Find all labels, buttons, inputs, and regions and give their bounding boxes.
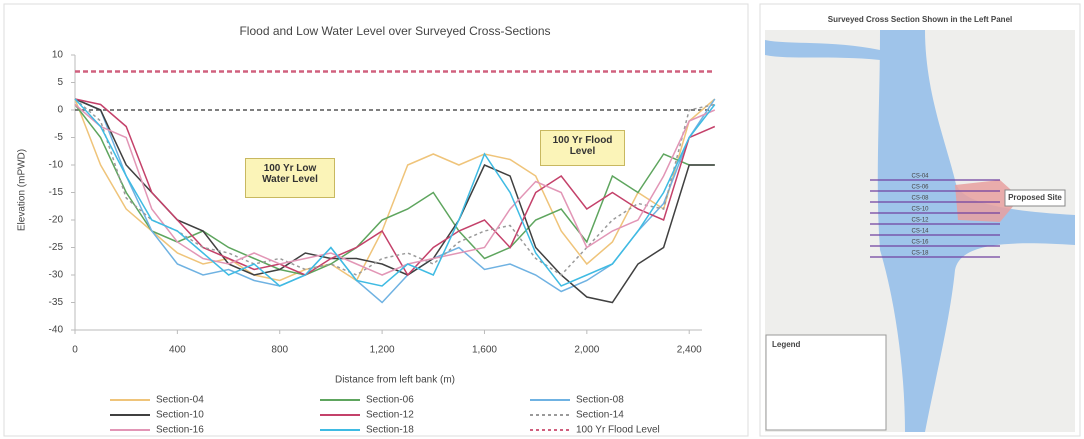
map-title: Surveyed Cross Section Shown in the Left… xyxy=(828,15,1012,24)
chart-title: Flood and Low Water Level over Surveyed … xyxy=(239,24,550,38)
legend-label: Section-06 xyxy=(366,395,414,406)
legend-label: Section-12 xyxy=(366,410,414,421)
y-tick-label: -20 xyxy=(49,215,64,226)
annotation: 100 Yr Low Water Level xyxy=(245,158,335,198)
map-legend xyxy=(766,335,886,430)
chart: Flood and Low Water Level over Surveyed … xyxy=(0,0,1084,439)
map-legend-title: Legend xyxy=(772,340,801,349)
x-tick-label: 1,600 xyxy=(472,345,497,356)
page: Flood and Low Water Level over Surveyed … xyxy=(0,0,1084,439)
y-tick-label: -35 xyxy=(49,297,64,308)
legend-label: Section-18 xyxy=(366,425,414,436)
legend-label: Section-16 xyxy=(156,425,204,436)
section-label: CS-14 xyxy=(911,229,929,235)
section-label: CS-06 xyxy=(911,185,929,191)
legend-label: Section-04 xyxy=(156,395,204,406)
legend-label: Section-08 xyxy=(576,395,624,406)
annotation: 100 Yr Flood Level xyxy=(540,130,625,166)
y-tick-label: 0 xyxy=(57,105,63,116)
section-label: CS-04 xyxy=(911,174,929,180)
section-label: CS-16 xyxy=(911,240,929,246)
y-tick-label: -30 xyxy=(49,270,64,281)
x-tick-label: 2,400 xyxy=(677,345,702,356)
y-tick-label: 5 xyxy=(57,77,63,88)
x-tick-label: 400 xyxy=(169,345,186,356)
legend-label: 100 Yr Flood Level xyxy=(576,425,660,436)
y-tick-label: -15 xyxy=(49,187,64,198)
y-tick-label: -40 xyxy=(49,325,64,336)
y-axis-label: Elevation (mPWD) xyxy=(17,149,28,231)
site-label: Proposed Site xyxy=(1008,193,1062,202)
y-tick-label: -10 xyxy=(49,160,64,171)
section-label: CS-18 xyxy=(911,251,929,257)
y-tick-label: -5 xyxy=(54,132,63,143)
section-label: CS-08 xyxy=(911,196,929,202)
x-tick-label: 2,000 xyxy=(574,345,599,356)
legend-label: Section-10 xyxy=(156,410,204,421)
x-tick-label: 0 xyxy=(72,345,78,356)
x-tick-label: 1,200 xyxy=(370,345,395,356)
y-tick-label: -25 xyxy=(49,242,64,253)
section-label: CS-12 xyxy=(911,218,929,224)
x-tick-label: 800 xyxy=(271,345,288,356)
x-axis-label: Distance from left bank (m) xyxy=(335,375,455,386)
y-tick-label: 10 xyxy=(52,50,64,61)
legend-label: Section-14 xyxy=(576,410,624,421)
section-label: CS-10 xyxy=(911,207,929,213)
